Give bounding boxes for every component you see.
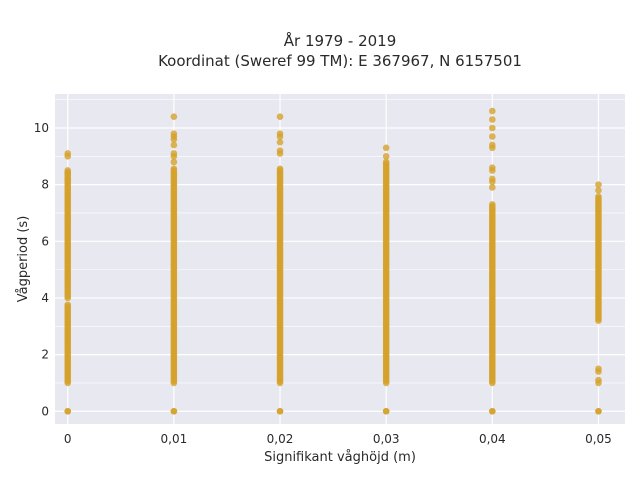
- data-point: [489, 141, 496, 149]
- data-point: [595, 193, 602, 200]
- data-point: [489, 175, 496, 183]
- data-point: [276, 130, 284, 137]
- data-point: [382, 158, 390, 166]
- data-point: [276, 165, 284, 173]
- x-tick-label: 0,01: [161, 432, 188, 446]
- x-axis-label: Signifikant våghöjd (m): [264, 450, 416, 465]
- data-point: [595, 376, 602, 384]
- data-point: [489, 107, 496, 115]
- data-point: [64, 170, 72, 177]
- data-point: [276, 407, 284, 415]
- x-tick-label: 0: [64, 432, 72, 446]
- data-point: [489, 201, 496, 208]
- data-point: [64, 407, 72, 415]
- data-point: [489, 133, 496, 140]
- y-tick-label: 10: [34, 121, 49, 135]
- data-point: [170, 165, 178, 173]
- plot-area: [55, 94, 625, 424]
- y-tick-label: 2: [41, 348, 49, 362]
- data-point: [276, 147, 284, 154]
- data-point: [64, 175, 72, 183]
- x-axis-ticks: 0 0,01 0,02 0,03 0,04 0,05: [64, 432, 612, 446]
- y-tick-label: 8: [41, 178, 49, 192]
- data-point: [170, 113, 178, 120]
- data-point: [489, 407, 496, 415]
- chart-title-line-2: Koordinat (Sweref 99 TM): E 367967, N 61…: [158, 52, 522, 70]
- y-tick-label: 6: [41, 234, 49, 248]
- data-point: [170, 407, 178, 415]
- data-point: [170, 141, 178, 149]
- data-point: [276, 138, 284, 146]
- y-axis-label: Vågperiod (s): [16, 216, 31, 303]
- data-point: [489, 184, 496, 191]
- data-point: [595, 181, 602, 188]
- data-point: [276, 113, 284, 120]
- x-tick-label: 0,05: [585, 432, 612, 446]
- data-point: [382, 153, 390, 160]
- y-tick-label: 4: [41, 291, 49, 305]
- data-point: [382, 144, 390, 152]
- x-tick-label: 0,04: [479, 432, 506, 446]
- data-point: [64, 301, 72, 309]
- chart-title-line-1: År 1979 - 2019: [284, 31, 397, 50]
- data-point: [489, 124, 496, 132]
- data-point: [170, 150, 178, 157]
- x-tick-label: 0,03: [373, 432, 400, 446]
- data-point: [64, 150, 72, 157]
- data-point: [489, 164, 496, 171]
- y-axis-ticks: 0 2 4 6 8 10: [34, 121, 49, 418]
- x-tick-label: 0,02: [267, 432, 294, 446]
- data-point: [382, 407, 390, 415]
- data-point: [595, 407, 602, 415]
- data-point: [489, 116, 496, 123]
- data-points: [64, 107, 602, 415]
- y-tick-label: 0: [41, 404, 49, 418]
- data-point: [595, 365, 602, 373]
- data-point: [595, 187, 602, 194]
- data-point: [170, 130, 178, 137]
- data-point: [170, 158, 178, 166]
